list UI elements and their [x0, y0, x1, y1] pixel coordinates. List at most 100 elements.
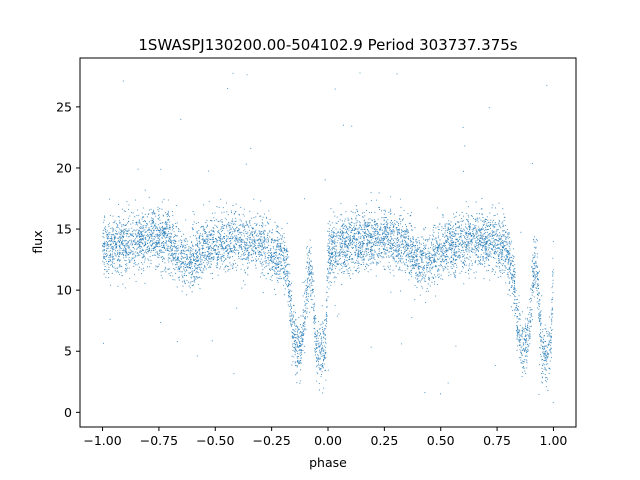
data-point [286, 284, 288, 286]
data-point [134, 238, 136, 240]
data-point [481, 226, 483, 228]
data-point [522, 360, 524, 362]
data-point [421, 285, 423, 287]
data-point [276, 231, 278, 233]
data-point [184, 244, 186, 246]
data-point [145, 231, 147, 233]
data-point [299, 345, 301, 348]
data-point [423, 269, 425, 271]
data-point [450, 228, 452, 230]
data-point [390, 291, 392, 293]
data-point [279, 249, 281, 251]
data-point [261, 219, 263, 221]
data-point [508, 232, 510, 234]
data-point [543, 359, 545, 362]
data-point [306, 266, 308, 268]
data-point [347, 239, 349, 241]
data-point [527, 313, 529, 315]
data-point [382, 223, 385, 226]
data-point [159, 222, 161, 224]
data-point [242, 241, 244, 243]
data-point [482, 235, 485, 237]
data-point [204, 255, 206, 257]
data-point [540, 344, 542, 346]
data-point [125, 256, 127, 258]
data-point [546, 378, 549, 380]
data-point [482, 238, 484, 240]
data-point [503, 235, 505, 237]
data-point [482, 246, 484, 248]
data-point [126, 254, 128, 256]
data-point [352, 229, 354, 231]
data-point [464, 145, 466, 147]
data-point [159, 240, 161, 242]
data-point [235, 217, 237, 219]
data-point [162, 228, 164, 230]
data-point [398, 248, 400, 250]
data-point [160, 256, 162, 258]
data-point [541, 359, 543, 361]
data-point [489, 233, 491, 235]
data-point [139, 222, 141, 224]
data-point [160, 249, 162, 251]
data-point [255, 267, 257, 269]
data-point [509, 256, 511, 258]
data-point [329, 234, 331, 236]
data-point [521, 334, 523, 336]
data-point [372, 236, 374, 238]
data-point [546, 354, 548, 356]
data-point [154, 236, 157, 238]
data-point [184, 282, 186, 284]
data-point [119, 265, 121, 267]
data-point [400, 249, 402, 252]
data-point [117, 258, 119, 260]
data-point [415, 263, 417, 265]
data-point [392, 269, 394, 271]
data-point [393, 232, 395, 234]
data-point [527, 346, 529, 348]
data-point [459, 235, 461, 237]
data-point [530, 325, 533, 327]
data-point [222, 241, 224, 243]
data-point [385, 229, 387, 231]
data-point [470, 242, 472, 244]
data-point [201, 259, 203, 261]
data-point [546, 353, 548, 355]
data-point [494, 239, 496, 241]
data-point [528, 330, 530, 332]
data-point [306, 312, 308, 314]
data-point [433, 250, 435, 253]
data-point [409, 237, 411, 239]
data-point [429, 259, 432, 262]
data-point [293, 340, 295, 342]
data-point [114, 241, 116, 243]
data-point [416, 259, 418, 261]
data-point [128, 258, 130, 260]
data-point [230, 256, 232, 258]
data-point [199, 243, 201, 245]
data-point [375, 223, 378, 225]
data-point [529, 334, 531, 336]
data-point [485, 254, 487, 256]
data-point [480, 232, 482, 234]
data-point [306, 282, 308, 284]
data-point [225, 271, 227, 273]
data-point [542, 349, 544, 351]
data-point [122, 218, 125, 220]
data-point [109, 260, 111, 263]
data-point [203, 269, 205, 271]
data-point [509, 253, 511, 255]
data-point [328, 228, 330, 230]
data-point [170, 236, 172, 238]
data-point [226, 237, 228, 239]
data-point [199, 261, 202, 263]
data-point [144, 220, 146, 222]
data-point [494, 247, 497, 249]
data-point [311, 268, 313, 270]
data-point [505, 254, 507, 256]
data-point [342, 262, 344, 264]
data-point [439, 246, 441, 248]
data-point [371, 249, 373, 252]
data-point [103, 215, 105, 217]
data-point [264, 257, 266, 259]
